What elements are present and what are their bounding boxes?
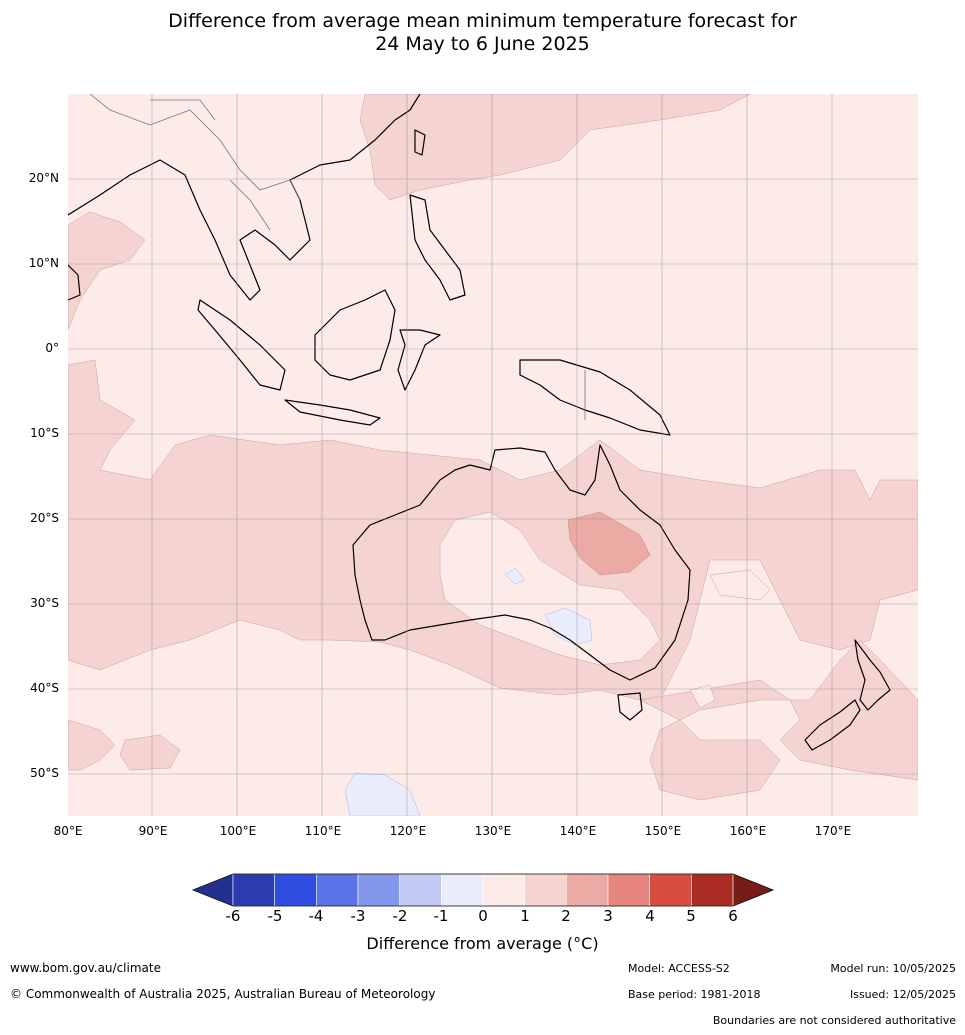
- colorbar-tick-5: 5: [686, 907, 696, 925]
- footer-model-run: Model run: 10/05/2025: [830, 962, 956, 975]
- anomaly-region-1-2-bay-of-bengal: [68, 211, 146, 331]
- colorbar-tick-minus1: -1: [433, 907, 449, 925]
- lat-label-0: 0°: [45, 341, 59, 355]
- lat-label-40s: 40°S: [30, 681, 59, 695]
- colorbar-swatch: [357, 873, 400, 907]
- anomaly-pocket-minus1-0-southern-ocean: [344, 772, 421, 816]
- new-zealand-south-island: [804, 699, 861, 751]
- lon-label-140e: 140°E: [559, 824, 597, 838]
- tasmania-coastline: [617, 692, 643, 721]
- lat-label-20n: 20°N: [28, 171, 59, 185]
- lon-label-170e: 170°E: [814, 824, 852, 838]
- colorbar-tick-minus2: -2: [392, 907, 408, 925]
- lat-label-30s: 30°S: [30, 596, 59, 610]
- colorbar-swatch: [274, 873, 317, 907]
- lon-label-150e: 150°E: [644, 824, 682, 838]
- colorbar-tick-1: 1: [520, 907, 530, 925]
- colorbar-swatch: [316, 873, 359, 907]
- anomaly-pocket-0-1-south: [689, 684, 716, 709]
- colorbar-label: Difference from average (°C): [366, 934, 599, 953]
- colorbar-swatch: [607, 873, 651, 907]
- lon-label-120e: 120°E: [389, 824, 427, 838]
- taiwan-coastline: [414, 129, 426, 156]
- colorbar-tick-minus4: -4: [308, 907, 324, 925]
- java-coastline: [284, 399, 381, 426]
- chart-title-line-1: Difference from average mean minimum tem…: [168, 10, 797, 32]
- colorbar-swatch: [441, 873, 484, 907]
- colorbar-swatch: [482, 873, 525, 907]
- anomaly-region-1-2-southern: [639, 639, 918, 801]
- colorbar-extend-high: [732, 873, 774, 907]
- colorbar-tick-minus6: -6: [225, 907, 241, 925]
- lon-label-80e: 80°E: [53, 824, 83, 838]
- lon-label-130e: 130°E: [474, 824, 512, 838]
- colorbar-swatch: [232, 873, 275, 907]
- graticule: [68, 94, 918, 816]
- philippines-coastline: [409, 194, 466, 301]
- colorbar-tick-minus5: -5: [267, 907, 283, 925]
- lat-label-10s: 10°S: [30, 426, 59, 440]
- anomaly-pocket-minus1-0-great-australian-bight: [544, 607, 593, 646]
- footer-issued: Issued: 12/05/2025: [849, 988, 956, 1001]
- anomaly-region-1-2-south-small: [119, 734, 181, 771]
- colorbar-extend-low: [192, 873, 234, 907]
- colorbar-swatch: [649, 873, 692, 907]
- sulawesi-coastline: [397, 329, 441, 391]
- colorbar-swatch: [524, 873, 567, 907]
- colorbar-tick-6: 6: [728, 907, 738, 925]
- lon-label-160e: 160°E: [729, 824, 767, 838]
- mainland-asia-coastline: [68, 94, 421, 301]
- footer-base-period: Base period: 1981-2018: [628, 988, 761, 1001]
- footer-model: Model: ACCESS-S2: [628, 962, 730, 975]
- footer-website: www.bom.gov.au/climate: [10, 961, 161, 975]
- anomaly-pocket-0-1-interior: [439, 511, 661, 666]
- colorbar-swatch: [399, 873, 442, 907]
- footer-disclaimer: Boundaries are not considered authoritat…: [712, 1014, 956, 1027]
- anomaly-pocket-0-1-tasman: [709, 569, 771, 601]
- lon-label-100e: 100°E: [219, 824, 257, 838]
- borneo-coastline: [314, 289, 396, 381]
- colorbar-tick-4: 4: [645, 907, 655, 925]
- chart-title-line-2: 24 May to 6 June 2025: [375, 33, 590, 55]
- colorbar-swatch: [691, 873, 734, 907]
- colorbar-outline: [191, 873, 775, 907]
- anomaly-region-2-3-central-australia: [567, 511, 651, 576]
- sumatra-coastline: [197, 299, 286, 391]
- colorbar-tick-2: 2: [561, 907, 571, 925]
- colorbar-swatch: [566, 873, 609, 907]
- sri-lanka-coastline: [68, 264, 81, 301]
- lon-label-110e: 110°E: [304, 824, 342, 838]
- new-guinea-coastline: [519, 359, 671, 436]
- anomaly-region-1-2-north: [359, 94, 751, 201]
- footer-copyright: © Commonwealth of Australia 2025, Austra…: [10, 987, 436, 1001]
- anomaly-pocket-minus1-0-interior: [504, 567, 526, 585]
- colorbar-tick-0: 0: [478, 907, 488, 925]
- lat-label-10n: 10°N: [28, 256, 59, 270]
- lat-label-20s: 20°S: [30, 511, 59, 525]
- australia-coastline: [352, 444, 691, 681]
- colorbar-tick-minus3: -3: [350, 907, 366, 925]
- colorbar-tick-3: 3: [603, 907, 613, 925]
- anomaly-region-1-2-southwest: [68, 719, 116, 771]
- country-borders-asia: [89, 94, 301, 231]
- lon-label-90e: 90°E: [138, 824, 168, 838]
- new-zealand-north-island: [854, 639, 891, 711]
- lat-label-50s: 50°S: [30, 766, 59, 780]
